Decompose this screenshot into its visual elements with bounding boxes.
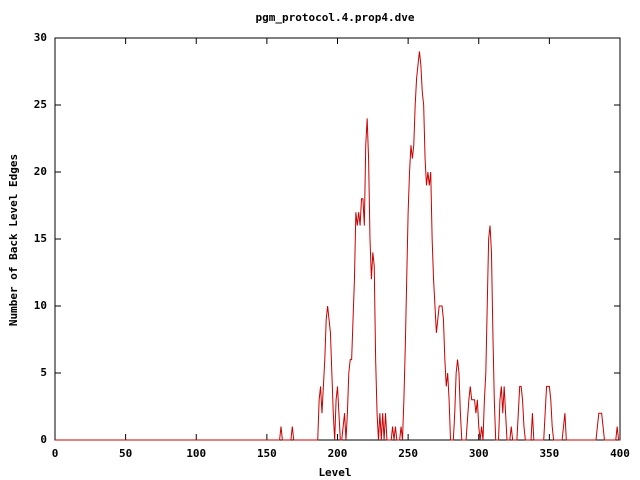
x-tick-label: 150 bbox=[257, 447, 277, 460]
data-line bbox=[55, 51, 620, 441]
y-tick-label: 20 bbox=[34, 165, 47, 178]
x-tick-label: 0 bbox=[52, 447, 59, 460]
y-tick-label: 25 bbox=[34, 98, 47, 111]
x-tick-label: 300 bbox=[469, 447, 489, 460]
x-tick-label: 350 bbox=[539, 447, 559, 460]
y-axis-label: Number of Back Level Edges bbox=[7, 154, 20, 326]
x-tick-label: 50 bbox=[119, 447, 132, 460]
x-tick-label: 400 bbox=[610, 447, 630, 460]
x-tick-label: 250 bbox=[398, 447, 418, 460]
y-tick-label: 30 bbox=[34, 31, 47, 44]
chart-title: pgm_protocol.4.prop4.dve bbox=[256, 11, 415, 24]
y-tick-label: 15 bbox=[34, 232, 47, 245]
y-tick-label: 5 bbox=[40, 366, 47, 379]
x-tick-label: 100 bbox=[186, 447, 206, 460]
x-tick-label: 200 bbox=[328, 447, 348, 460]
y-tick-label: 10 bbox=[34, 299, 47, 312]
x-axis-label: Level bbox=[318, 466, 351, 479]
plot-frame bbox=[54, 37, 621, 441]
y-tick-label: 0 bbox=[40, 433, 47, 446]
